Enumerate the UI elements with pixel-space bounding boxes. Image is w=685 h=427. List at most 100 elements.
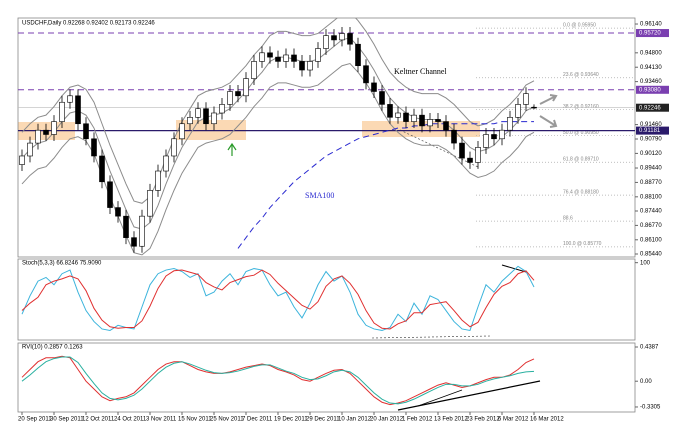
y-tick-label: 0.94130 <box>640 65 662 71</box>
candle-body <box>275 56 281 62</box>
candle-body <box>99 155 105 183</box>
chart-title: USDCHF,Daily 0.92268 0.92402 0.92173 0.9… <box>22 21 155 27</box>
candle-body <box>363 65 369 84</box>
candle-body <box>499 129 505 140</box>
candle-body <box>451 129 457 144</box>
x-tick-label: 15 Nov 2011 <box>178 417 212 423</box>
candle-body <box>403 112 409 122</box>
candle-body <box>483 134 489 148</box>
candle-body <box>339 33 345 41</box>
candle-body <box>259 52 265 62</box>
trendline <box>417 389 463 407</box>
level-label: 0.95720 <box>639 31 661 37</box>
candle-body <box>107 181 113 208</box>
candle-body <box>67 95 73 103</box>
x-tick-label: 16 Mar 2012 <box>530 417 564 423</box>
candle-body <box>427 119 433 127</box>
annotation: SMA100 <box>305 191 334 200</box>
y-tick-label: 0.96140 <box>640 22 662 28</box>
candle-body <box>123 215 129 238</box>
y-tick-label: -0.3305 <box>640 405 661 411</box>
y-tick-label: 0.86100 <box>640 237 662 243</box>
candle-body <box>323 35 329 49</box>
y-tick-label: 0.85440 <box>640 252 662 258</box>
candle-body <box>75 95 81 125</box>
candle-body <box>267 52 273 58</box>
candle-body <box>299 61 305 71</box>
arrow <box>227 142 237 156</box>
y-tick-label: 0.87440 <box>640 209 662 215</box>
candle-body <box>411 114 417 122</box>
level-box <box>636 29 669 38</box>
candle-body <box>227 91 233 105</box>
y-tick-label: 0.89440 <box>640 166 662 172</box>
keltner-upper <box>21 18 535 204</box>
arrow <box>539 94 558 105</box>
fib-label: 50.0 @ 0.90950 <box>563 130 599 136</box>
y-tick-label: 0.88770 <box>640 180 662 186</box>
candle-body <box>467 157 473 163</box>
candle-body <box>459 142 465 159</box>
sma-line <box>237 121 534 249</box>
y-tick-label: 0.90120 <box>640 151 662 157</box>
candle-body <box>531 106 537 109</box>
candle-body <box>331 35 337 41</box>
y-tick-label: 100 <box>640 260 651 266</box>
candle-body <box>187 116 193 125</box>
candle-body <box>203 108 209 125</box>
candle-body <box>291 54 297 62</box>
y-tick-label: 0.4387 <box>640 345 659 351</box>
x-tick-label: 3 Nov 2011 <box>146 417 177 423</box>
arrow <box>539 115 558 128</box>
x-tick-label: 13 Feb 2012 <box>434 417 468 423</box>
candle-body <box>507 116 513 131</box>
candle-body <box>347 33 353 45</box>
candle-body <box>147 190 153 217</box>
fib-label: 76.4 @ 0.88180 <box>563 189 599 195</box>
candle-body <box>91 138 97 157</box>
indicator-title: RVI(10) 0.2857 0.1263 <box>22 345 83 351</box>
candle-body <box>195 108 201 118</box>
x-tick-label: 12 Oct 2011 <box>82 417 115 423</box>
indicator-line <box>21 355 535 406</box>
x-tick-label: 1 Feb 2012 <box>402 417 433 423</box>
y-tick-label: 0.91460 <box>640 122 662 128</box>
candle-body <box>83 123 89 140</box>
fib-label: 38.2 @ 0.92160 <box>563 104 599 110</box>
annotation: Keltner Channel <box>394 67 447 76</box>
x-tick-label: 10 Jan 2012 <box>338 417 372 423</box>
fib-label: 100.0 @ 0.85770 <box>563 241 602 247</box>
stoch-panel <box>17 258 636 341</box>
candle-body <box>155 170 161 191</box>
candle-body <box>235 91 241 97</box>
candle-body <box>139 215 145 247</box>
candle-body <box>283 54 289 62</box>
level-label: 0.93080 <box>639 87 661 93</box>
candle-body <box>51 121 57 135</box>
candle-body <box>419 114 425 127</box>
fib-label: 61.8 @ 0.89710 <box>563 157 599 163</box>
candle-body <box>475 147 481 163</box>
current-price-label: 0.92246 <box>639 105 661 111</box>
candle-body <box>251 61 257 79</box>
y-tick-label: 0.93460 <box>640 79 662 85</box>
x-tick-label: 6 Mar 2012 <box>498 417 529 423</box>
x-tick-label: 30 Sep 2011 <box>50 417 84 423</box>
x-tick-label: 19 Dec 2011 <box>274 417 308 423</box>
indicator-line <box>21 269 535 330</box>
candle-body <box>355 43 361 67</box>
x-tick-label: 20 Sep 2011 <box>18 417 52 423</box>
candle-body <box>171 138 177 157</box>
x-tick-label: 23 Feb 2012 <box>466 417 500 423</box>
candle-body <box>27 142 33 157</box>
y-tick-label: 0.00 <box>640 379 652 385</box>
level-box <box>636 126 669 135</box>
indicator-line <box>21 356 535 405</box>
candle-body <box>115 207 121 217</box>
candle-body <box>371 82 377 92</box>
candle-body <box>163 155 169 172</box>
candle-body <box>43 129 49 135</box>
trendline <box>501 264 527 273</box>
candle-body <box>515 104 521 118</box>
